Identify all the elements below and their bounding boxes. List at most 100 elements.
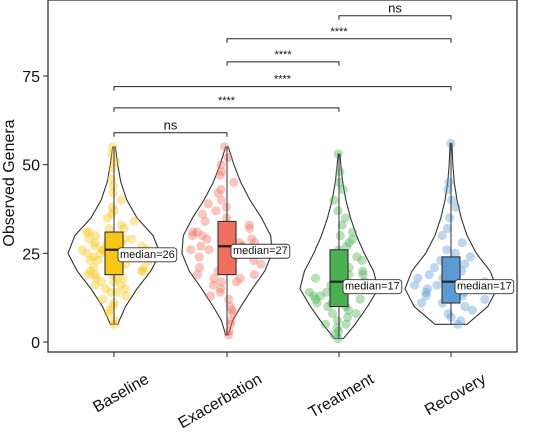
data-point bbox=[107, 202, 117, 212]
data-point bbox=[106, 287, 116, 297]
plot-area: median=26 median=27 median=17 median=17 ns **… bbox=[67, 1, 515, 344]
median-label-text: median=17 bbox=[345, 281, 400, 293]
y-axis-title: Observed Genera bbox=[1, 119, 18, 246]
data-point bbox=[216, 277, 227, 287]
data-point bbox=[216, 184, 226, 195]
data-point bbox=[343, 312, 353, 322]
y-tick-label: 75 bbox=[22, 69, 40, 86]
data-point bbox=[342, 241, 352, 251]
data-point bbox=[116, 195, 126, 205]
data-point bbox=[216, 160, 226, 170]
data-point bbox=[442, 245, 452, 255]
data-point bbox=[410, 280, 420, 290]
data-point bbox=[188, 231, 198, 241]
data-point bbox=[96, 277, 106, 287]
data-point bbox=[102, 213, 112, 223]
data-point bbox=[227, 305, 237, 315]
data-point bbox=[89, 252, 99, 262]
significance-bracket bbox=[113, 107, 340, 112]
data-point bbox=[116, 220, 126, 230]
data-point bbox=[213, 188, 223, 198]
significance-bracket bbox=[338, 15, 452, 20]
data-point bbox=[204, 245, 214, 255]
data-point bbox=[84, 234, 94, 244]
violin-recovery bbox=[404, 142, 498, 325]
data-point bbox=[104, 223, 114, 234]
data-point bbox=[460, 301, 470, 312]
violin-exacerbation bbox=[181, 146, 273, 336]
data-point bbox=[456, 316, 466, 326]
data-point bbox=[445, 213, 455, 223]
data-point bbox=[77, 245, 87, 255]
data-point bbox=[121, 291, 131, 301]
data-point bbox=[327, 309, 338, 319]
data-point bbox=[84, 227, 94, 237]
data-point bbox=[453, 319, 463, 329]
data-point bbox=[85, 266, 95, 276]
data-point bbox=[97, 294, 108, 304]
data-point bbox=[310, 273, 321, 283]
median-label-text: median=27 bbox=[233, 245, 288, 257]
data-point bbox=[457, 238, 467, 248]
data-point bbox=[340, 213, 350, 223]
data-point bbox=[90, 280, 101, 290]
median-label-text: median=17 bbox=[457, 281, 512, 293]
data-point bbox=[96, 248, 106, 258]
significance-bracket bbox=[226, 38, 452, 43]
data-point bbox=[358, 270, 368, 280]
data-point bbox=[202, 234, 212, 244]
data-point bbox=[315, 291, 325, 301]
plot-frame bbox=[47, 0, 518, 353]
data-point bbox=[120, 284, 130, 294]
data-point bbox=[90, 270, 100, 280]
data-point bbox=[357, 255, 367, 265]
box-treatment bbox=[329, 249, 349, 308]
data-point bbox=[211, 206, 221, 216]
data-point bbox=[219, 142, 230, 152]
data-point bbox=[138, 266, 148, 276]
data-point bbox=[116, 280, 126, 290]
data-point bbox=[229, 177, 239, 187]
data-point bbox=[432, 280, 442, 290]
data-point bbox=[91, 231, 101, 241]
data-point bbox=[136, 266, 147, 276]
data-point bbox=[329, 330, 339, 340]
significance-label: **** bbox=[274, 49, 292, 61]
data-point bbox=[347, 234, 357, 244]
data-point bbox=[112, 287, 122, 297]
data-point bbox=[118, 273, 128, 283]
data-point bbox=[335, 231, 345, 241]
data-point bbox=[215, 287, 225, 297]
data-point bbox=[247, 234, 257, 244]
data-point bbox=[186, 245, 196, 255]
median-label-text: median=26 bbox=[120, 249, 175, 261]
y-tick-label: 25 bbox=[22, 246, 40, 263]
data-point bbox=[200, 216, 210, 226]
y-tick-label: 0 bbox=[31, 335, 40, 352]
data-point bbox=[91, 273, 101, 283]
data-point bbox=[110, 156, 121, 166]
data-point bbox=[344, 305, 354, 315]
data-point bbox=[139, 262, 149, 273]
significance-bracket bbox=[113, 86, 452, 91]
data-point bbox=[333, 149, 343, 159]
data-point bbox=[195, 262, 205, 273]
data-point bbox=[421, 287, 431, 297]
significance-label: **** bbox=[274, 74, 292, 86]
data-point bbox=[89, 262, 99, 273]
data-point bbox=[352, 252, 362, 262]
data-point bbox=[224, 294, 234, 304]
data-point bbox=[444, 177, 454, 187]
data-point bbox=[188, 227, 198, 237]
data-point bbox=[216, 284, 226, 294]
data-point bbox=[108, 181, 118, 191]
data-point bbox=[348, 227, 358, 237]
data-point bbox=[442, 223, 452, 234]
data-point bbox=[358, 266, 368, 276]
data-point bbox=[311, 294, 321, 304]
data-point bbox=[203, 199, 213, 209]
data-point bbox=[119, 223, 129, 234]
data-point bbox=[256, 259, 266, 269]
significance-label: ns bbox=[164, 118, 178, 133]
